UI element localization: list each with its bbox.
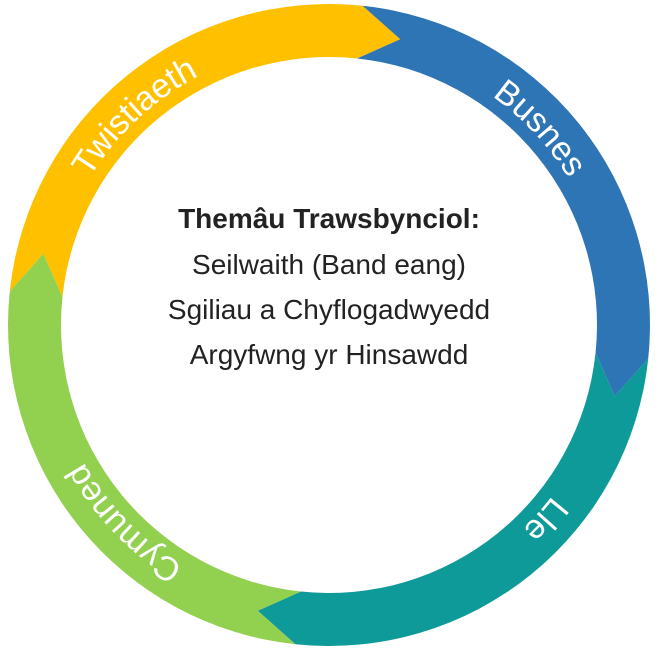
center-line: Seilwaith (Band eang) [192, 249, 466, 280]
segment-label-text: Twistiaeth [64, 50, 202, 182]
cycle-segment [257, 353, 649, 646]
segment-label: Twistiaeth [64, 50, 202, 182]
cycle-segment [9, 4, 401, 297]
cycle-segment [8, 253, 301, 645]
segments [8, 4, 650, 646]
center-title: Themâu Trawsbynciol: [178, 203, 480, 234]
center-line: Argyfwng yr Hinsawdd [190, 339, 469, 370]
center-line: Sgiliau a Chyflogadwyedd [168, 294, 490, 325]
cycle-segment [357, 5, 650, 397]
